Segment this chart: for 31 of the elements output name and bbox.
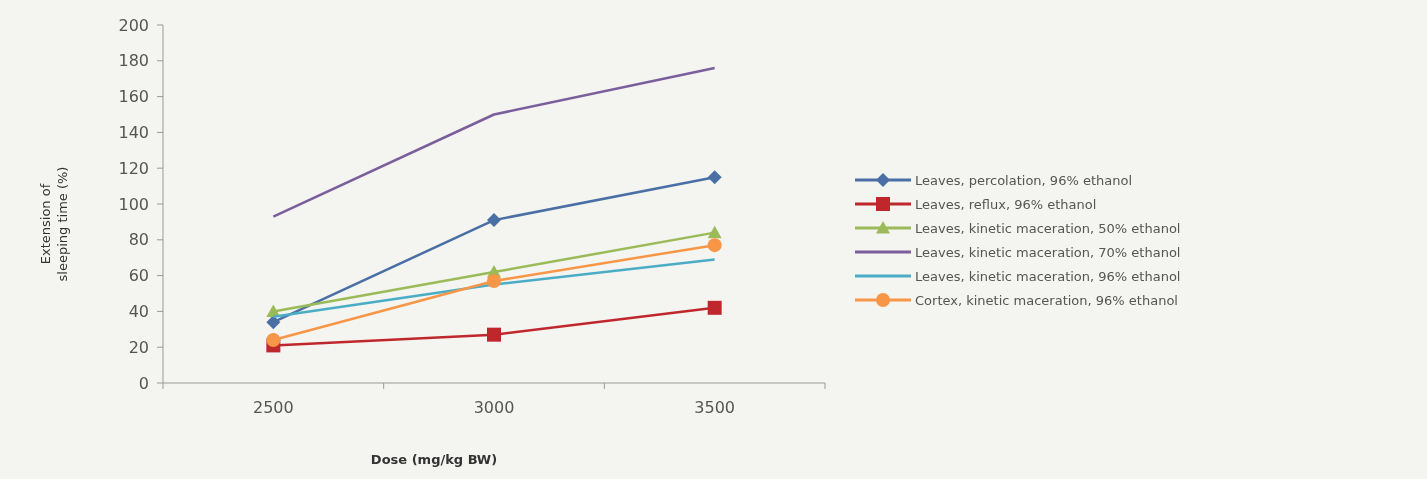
y-tick-label: 20 [128, 337, 149, 357]
x-axis-title: Dose (mg/kg BW) [370, 452, 498, 467]
y-tick-label: 200 [118, 15, 149, 35]
y-tick-label: 80 [128, 230, 149, 250]
y-tick-label: 0 [138, 373, 149, 393]
x-tick-label: 3000 [473, 398, 515, 417]
point [487, 327, 501, 342]
y-tick-label: 120 [118, 158, 149, 178]
y-tick-label: 40 [128, 302, 149, 321]
point [266, 315, 281, 330]
y-tick-label: 60 [128, 266, 149, 286]
point [707, 300, 722, 315]
legend-label: Leaves, kinetic maceration, 70% ethanol [915, 244, 1181, 260]
x-tick-label: 2500 [252, 398, 294, 417]
y-tick-label: 160 [118, 87, 149, 107]
legend-label: Leaves, kinetic maceration, 96% ethanol [915, 268, 1181, 284]
y-tick-label: 140 [118, 123, 149, 142]
y-tick-label: 100 [118, 194, 149, 214]
point [707, 238, 722, 253]
point [487, 213, 501, 228]
y-tick-label: 180 [118, 51, 149, 71]
x-tick-label: 3500 [694, 398, 736, 417]
point [487, 273, 501, 288]
point [707, 225, 722, 239]
legend-label: Leaves, reflux, 96% ethanol [915, 196, 1097, 212]
point [707, 170, 722, 185]
point [266, 333, 281, 348]
legend-label: Cortex, kinetic maceration, 96% ethanol [915, 292, 1178, 308]
legend-label: Leaves, kinetic maceration, 50% ethanol [915, 220, 1181, 236]
legend-label: Leaves, percolation, 96% ethanol [915, 172, 1132, 188]
y-axis-title: Extension of sleeping time (%) [38, 166, 70, 282]
